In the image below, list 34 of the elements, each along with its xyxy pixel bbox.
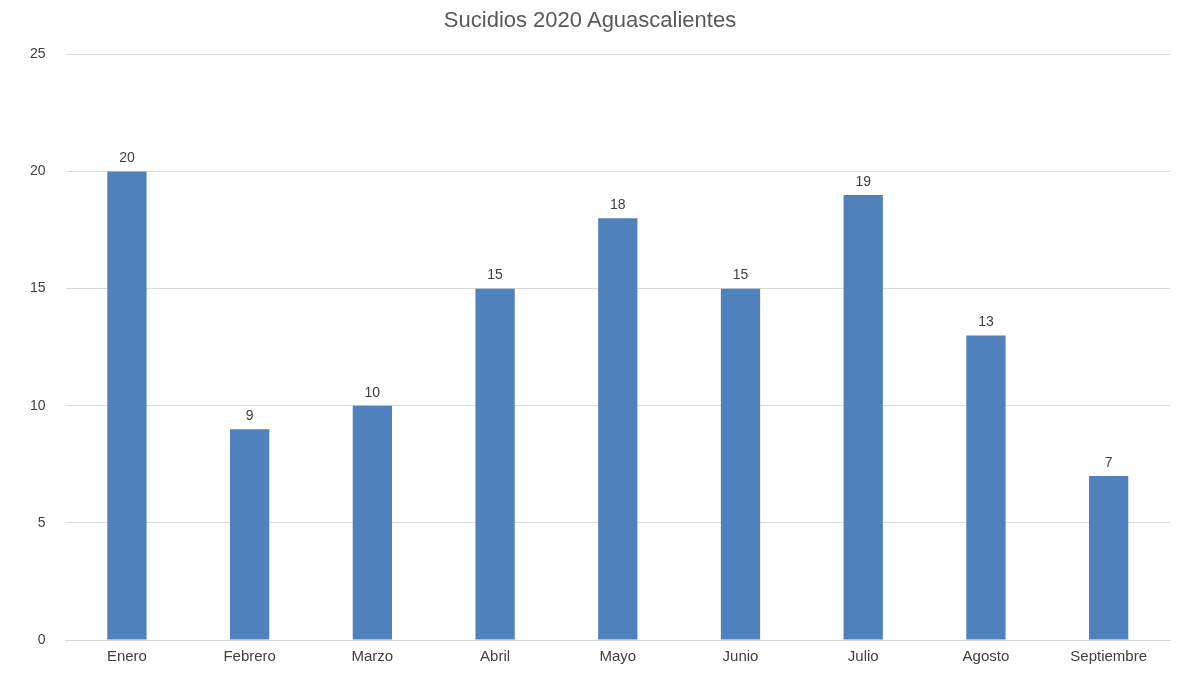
x-tick-label: Febrero: [223, 647, 276, 665]
data-label: 15: [487, 266, 504, 283]
chart-title: Sucidios 2020 Aguascalientes: [443, 7, 737, 33]
x-tick-label: Agosto: [962, 647, 1010, 665]
data-label: 18: [610, 196, 626, 213]
bar: [230, 429, 270, 640]
bar: [843, 194, 883, 640]
bar: [352, 405, 392, 640]
y-tick-label: 5: [37, 513, 46, 530]
data-label: 7: [1104, 453, 1113, 470]
bar: [1089, 476, 1129, 640]
y-tick-label: 0: [37, 630, 46, 647]
bar: [475, 288, 515, 640]
data-label: 9: [245, 407, 254, 424]
data-label: 19: [855, 172, 872, 189]
y-tick-label: 10: [29, 396, 46, 413]
bar: [107, 171, 147, 640]
data-label: 10: [364, 383, 381, 400]
data-label: 13: [978, 313, 994, 330]
x-tick-label: Enero: [106, 647, 147, 665]
y-tick-label: 20: [29, 162, 46, 179]
data-label: 20: [119, 149, 135, 166]
bar: [720, 288, 761, 640]
y-tick-label: 25: [29, 45, 46, 62]
bar: [966, 335, 1006, 640]
x-tick-label: Mayo: [599, 647, 637, 665]
x-tick-label: Abril: [480, 647, 511, 665]
x-tick-label: Julio: [847, 647, 879, 665]
x-tick-label: Junio: [722, 647, 759, 665]
y-tick-label: 15: [29, 279, 46, 296]
data-label: 15: [732, 266, 749, 283]
x-tick-label: Septiembre: [1070, 647, 1147, 665]
bar: [598, 218, 638, 640]
x-tick-label: Marzo: [351, 647, 394, 665]
